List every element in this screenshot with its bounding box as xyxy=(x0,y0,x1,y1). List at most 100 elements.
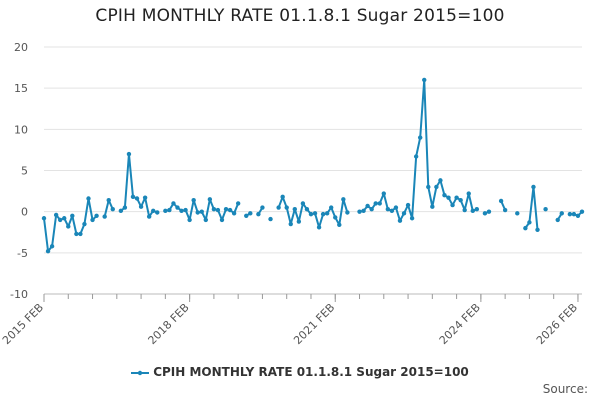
data-point[interactable] xyxy=(345,210,350,215)
data-point[interactable] xyxy=(369,206,374,212)
data-point[interactable] xyxy=(333,215,338,220)
data-point[interactable] xyxy=(187,217,192,223)
data-point[interactable] xyxy=(211,206,217,212)
data-point[interactable] xyxy=(90,217,95,223)
data-point[interactable] xyxy=(389,208,395,214)
data-point[interactable] xyxy=(393,205,399,210)
data-point[interactable] xyxy=(337,222,342,228)
data-point[interactable] xyxy=(567,211,573,217)
data-point[interactable] xyxy=(486,209,492,214)
data-point[interactable] xyxy=(66,224,71,229)
data-point[interactable] xyxy=(341,197,346,202)
data-point[interactable] xyxy=(223,206,229,212)
data-point[interactable] xyxy=(248,211,253,216)
data-point[interactable] xyxy=(515,211,520,216)
data-point[interactable] xyxy=(175,205,180,210)
data-point[interactable] xyxy=(579,209,585,214)
data-point[interactable] xyxy=(292,206,297,212)
data-point[interactable] xyxy=(227,207,233,213)
data-point[interactable] xyxy=(462,207,467,213)
data-point[interactable] xyxy=(179,208,184,214)
data-point[interactable] xyxy=(438,178,443,183)
data-point[interactable] xyxy=(167,207,172,213)
data-point[interactable] xyxy=(434,184,439,190)
data-point[interactable] xyxy=(122,205,128,210)
data-point[interactable] xyxy=(102,214,107,219)
data-point[interactable] xyxy=(142,195,148,200)
data-point[interactable] xyxy=(151,208,156,214)
data-point[interactable] xyxy=(381,191,386,196)
data-point[interactable] xyxy=(426,184,431,190)
data-point[interactable] xyxy=(446,195,451,200)
data-point[interactable] xyxy=(377,201,382,206)
data-point[interactable] xyxy=(454,195,459,200)
data-point[interactable] xyxy=(300,201,306,206)
data-point[interactable] xyxy=(474,206,480,212)
data-point[interactable] xyxy=(199,209,204,214)
data-point[interactable] xyxy=(422,77,427,83)
data-point[interactable] xyxy=(146,214,152,219)
data-point[interactable] xyxy=(401,211,407,216)
data-point[interactable] xyxy=(70,213,75,218)
data-point[interactable] xyxy=(329,205,334,210)
data-point[interactable] xyxy=(316,225,322,230)
data-point[interactable] xyxy=(373,201,378,206)
data-point[interactable] xyxy=(288,221,293,227)
data-point[interactable] xyxy=(450,202,455,208)
data-point[interactable] xyxy=(231,211,237,216)
data-point[interactable] xyxy=(78,231,83,237)
data-point[interactable] xyxy=(207,197,213,202)
data-point[interactable] xyxy=(203,217,209,223)
data-point[interactable] xyxy=(527,220,532,225)
data-point[interactable] xyxy=(45,248,51,254)
data-point[interactable] xyxy=(357,209,362,214)
data-point[interactable] xyxy=(82,221,87,227)
data-point[interactable] xyxy=(74,231,79,237)
data-point[interactable] xyxy=(130,194,136,200)
data-point[interactable] xyxy=(138,204,144,209)
data-point[interactable] xyxy=(57,217,63,223)
data-point[interactable] xyxy=(365,203,370,209)
data-point[interactable] xyxy=(324,211,330,216)
data-point[interactable] xyxy=(575,213,581,218)
data-point[interactable] xyxy=(134,196,140,201)
data-point[interactable] xyxy=(284,205,289,210)
data-point[interactable] xyxy=(191,197,196,203)
data-point[interactable] xyxy=(430,204,435,209)
legend[interactable]: CPIH MONTHLY RATE 01.1.8.1 Sugar 2015=10… xyxy=(0,365,600,379)
data-point[interactable] xyxy=(163,208,168,214)
data-point[interactable] xyxy=(118,208,124,214)
data-point[interactable] xyxy=(260,205,265,210)
data-point[interactable] xyxy=(280,194,285,200)
data-point[interactable] xyxy=(405,202,411,208)
data-point[interactable] xyxy=(466,191,471,196)
data-point[interactable] xyxy=(413,154,419,159)
data-point[interactable] xyxy=(498,198,504,204)
data-point[interactable] xyxy=(559,211,564,216)
data-point[interactable] xyxy=(304,206,310,212)
data-point[interactable] xyxy=(482,211,488,216)
data-point[interactable] xyxy=(171,201,176,206)
data-point[interactable] xyxy=(409,216,415,221)
data-point[interactable] xyxy=(155,210,160,215)
data-point[interactable] xyxy=(195,210,200,215)
data-point[interactable] xyxy=(106,197,111,203)
data-point[interactable] xyxy=(86,196,91,201)
data-point[interactable] xyxy=(571,211,577,217)
data-point[interactable] xyxy=(215,207,221,213)
data-point[interactable] xyxy=(535,227,540,232)
data-point[interactable] xyxy=(94,213,99,218)
data-point[interactable] xyxy=(470,208,475,214)
data-point[interactable] xyxy=(555,217,560,223)
data-point[interactable] xyxy=(53,212,59,218)
data-point[interactable] xyxy=(126,151,132,157)
data-point[interactable] xyxy=(397,218,403,223)
data-point[interactable] xyxy=(442,193,447,198)
data-point[interactable] xyxy=(41,216,47,221)
data-point[interactable] xyxy=(523,225,528,231)
data-point[interactable] xyxy=(417,135,423,140)
data-point[interactable] xyxy=(276,205,281,210)
data-point[interactable] xyxy=(308,211,314,217)
data-point[interactable] xyxy=(49,244,55,249)
data-point[interactable] xyxy=(256,211,261,217)
